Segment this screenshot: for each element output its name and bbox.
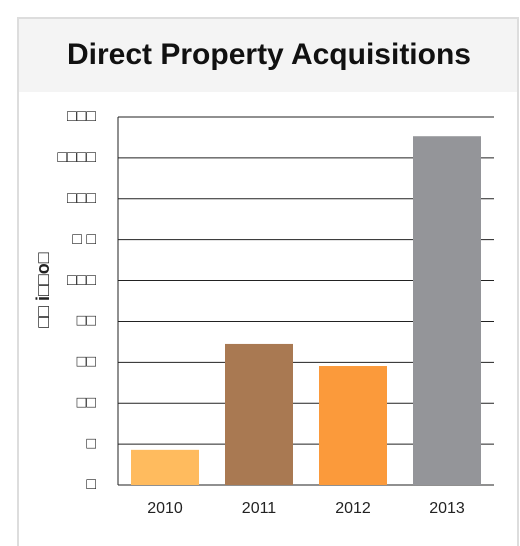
x-tick-label: 2010 xyxy=(147,500,183,517)
y-tick-label: □□□ xyxy=(67,190,96,207)
y-tick-label: □□□□ xyxy=(57,149,96,166)
x-tick-label: 2012 xyxy=(335,500,371,517)
title-band xyxy=(19,19,517,92)
x-tick-label: 2011 xyxy=(242,500,277,517)
y-tick-label: □□ xyxy=(77,313,97,330)
bar xyxy=(131,449,199,485)
bar xyxy=(225,343,293,485)
y-tick-label: □□ xyxy=(77,354,97,371)
y-tick-label: □ xyxy=(86,476,96,493)
x-tick-label: 2013 xyxy=(429,500,465,517)
bar xyxy=(413,136,481,485)
y-tick-label: □□□ xyxy=(67,272,96,289)
y-tick-label: □ □ xyxy=(72,231,96,248)
bar xyxy=(319,366,387,485)
y-tick-label: □ xyxy=(86,435,96,452)
y-tick-label: □□□ xyxy=(67,108,96,125)
y-axis-label: □□ i□□o□ xyxy=(33,252,53,327)
y-tick-label: □□ xyxy=(77,394,97,411)
chart-title: Direct Property Acquisitions xyxy=(67,38,471,71)
